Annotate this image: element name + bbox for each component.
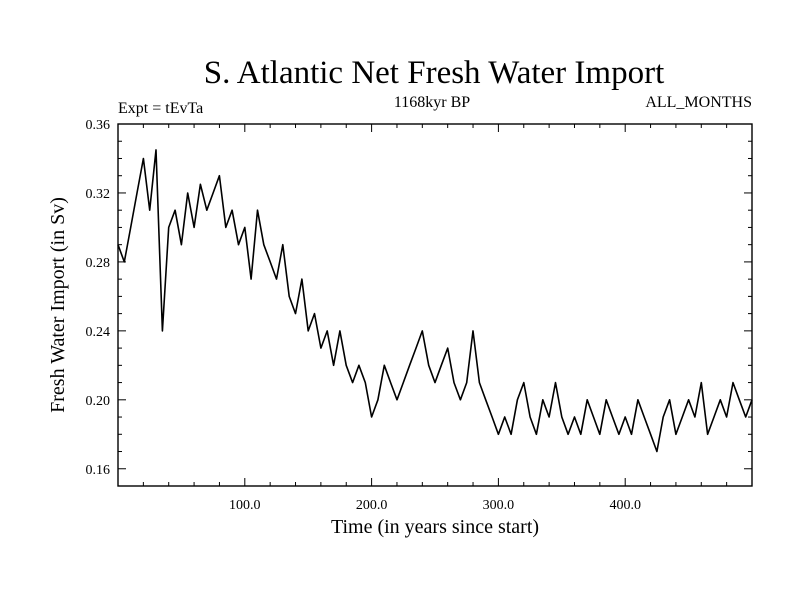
- chart-title: S. Atlantic Net Fresh Water Import: [204, 55, 665, 91]
- y-tick-label: 0.20: [86, 394, 111, 409]
- x-tick-label: 300.0: [483, 498, 515, 513]
- y-tick-label: 0.28: [86, 256, 111, 271]
- x-tick-label: 100.0: [229, 498, 261, 513]
- x-axis-label: Time (in years since start): [331, 516, 539, 538]
- subtitle-center: 1168kyr BP: [394, 94, 470, 111]
- x-tick-label: 200.0: [356, 498, 388, 513]
- y-axis-ticks: [118, 140, 752, 470]
- subtitle-left: Expt = tEvTa: [118, 100, 203, 117]
- y-tick-label: 0.24: [86, 325, 111, 340]
- y-axis-label: Fresh Water Import (in Sv): [47, 197, 69, 413]
- subtitle-right: ALL_MONTHS: [645, 94, 752, 111]
- x-tick-label: 400.0: [609, 498, 641, 513]
- plot-frame: [117, 123, 753, 487]
- y-tick-label: 0.36: [86, 118, 111, 133]
- y-tick-label: 0.16: [86, 463, 111, 478]
- y-axis-tick-labels: 0.16 0.20 0.24 0.28 0.32 0.36: [86, 118, 111, 478]
- x-axis-ticks: [142, 124, 728, 486]
- y-tick-label: 0.32: [86, 187, 111, 202]
- x-axis-tick-labels: 100.0 200.0 300.0 400.0: [229, 498, 641, 513]
- series-line: [117, 149, 753, 453]
